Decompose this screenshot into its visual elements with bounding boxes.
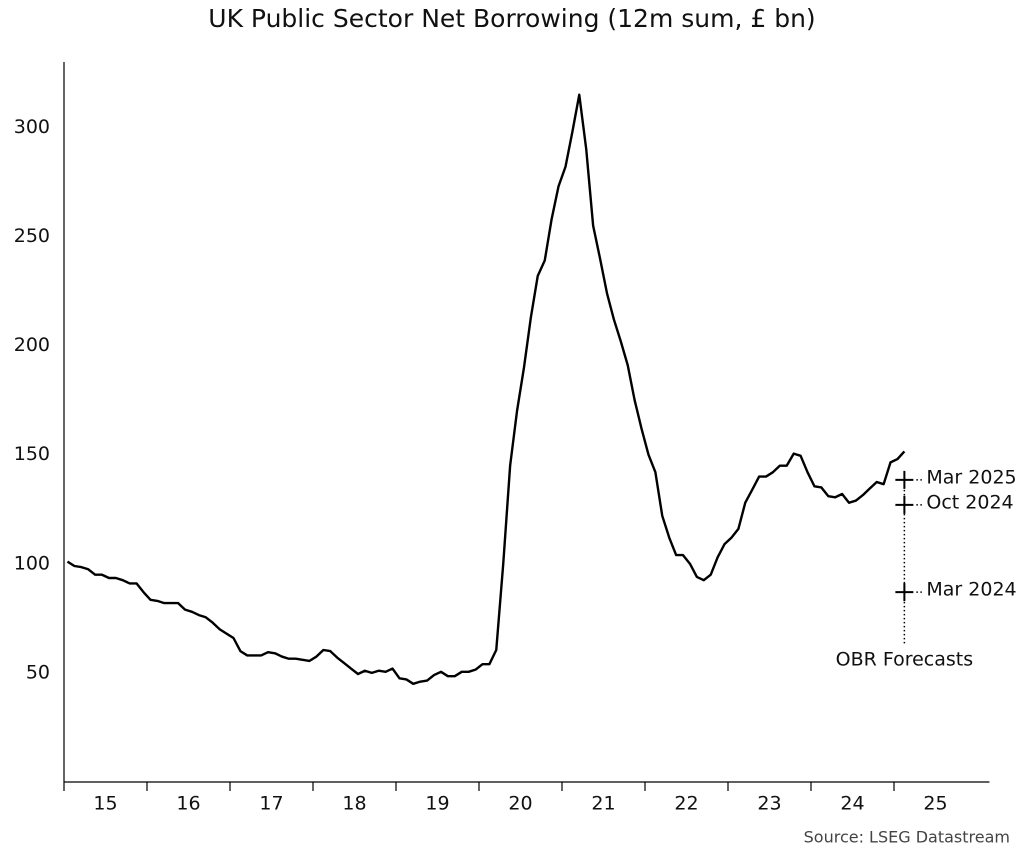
x-tick-label: 17	[259, 793, 283, 815]
x-tick-label: 25	[923, 793, 947, 815]
y-tick-label: 300	[14, 116, 50, 138]
x-tick-label: 24	[840, 793, 864, 815]
forecast-label: Oct 2024	[926, 491, 1013, 513]
x-tick-label: 21	[591, 793, 615, 815]
x-tick-label: 16	[176, 793, 200, 815]
y-tick-label: 200	[14, 334, 50, 356]
y-tick-label: 50	[26, 661, 50, 683]
x-tick-label: 22	[674, 793, 698, 815]
forecast-marker	[895, 495, 914, 514]
x-tick-label: 18	[342, 793, 366, 815]
chart-title: UK Public Sector Net Borrowing (12m sum,…	[208, 4, 815, 33]
x-tick-label: 23	[757, 793, 781, 815]
forecast-title: OBR Forecasts	[836, 649, 974, 671]
x-tick-label: 19	[425, 793, 449, 815]
y-tick-label: 100	[14, 552, 50, 574]
forecast-marker	[895, 583, 914, 602]
series-line	[66, 93, 906, 686]
y-tick-label: 250	[14, 225, 50, 247]
forecast-label: Mar 2024	[926, 579, 1016, 601]
forecast-label: Mar 2025	[926, 466, 1016, 488]
source: Source: LSEG Datastream	[804, 828, 1010, 847]
forecast-marker	[895, 470, 914, 489]
x-tick-label: 15	[93, 793, 117, 815]
y-tick-label: 150	[14, 443, 50, 465]
x-tick-label: 20	[508, 793, 532, 815]
